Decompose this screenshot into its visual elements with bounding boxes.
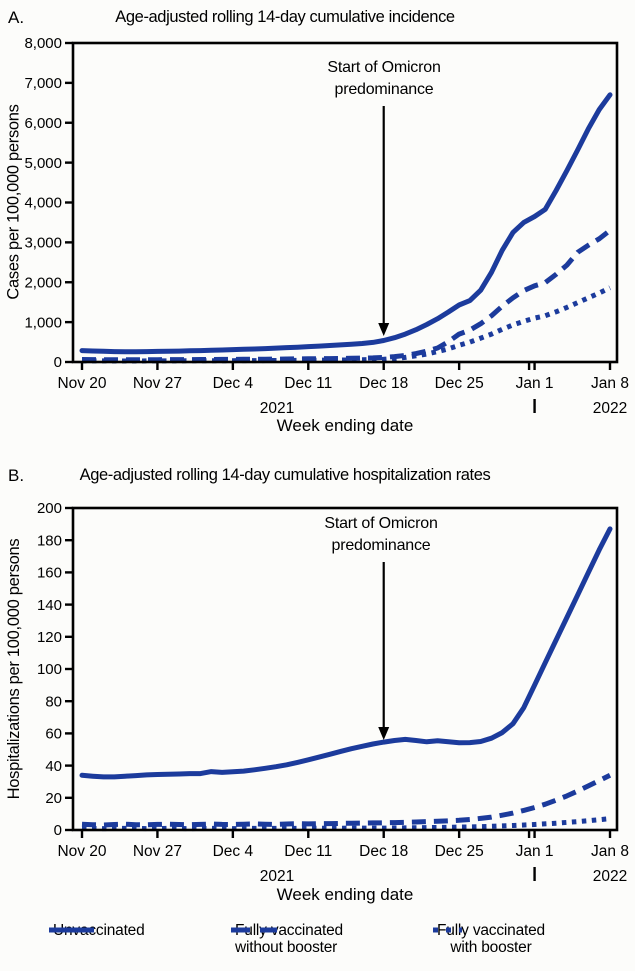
x-tick-label: Dec 11 xyxy=(284,843,332,860)
annotation-line-2: predominance xyxy=(331,537,431,554)
panel-b-letter: B. xyxy=(8,466,25,485)
y-tick-label: 0 xyxy=(54,354,62,371)
y-tick-label: 140 xyxy=(37,597,62,614)
series-unvaccinated xyxy=(79,526,613,780)
y-tick-label: 6,000 xyxy=(24,115,62,132)
legend-item-fully-vaccinated-without-booster: Fully vaccinated without booster xyxy=(230,922,343,956)
y-tick-label: 7,000 xyxy=(24,75,62,92)
y-tick-label: 180 xyxy=(37,532,62,549)
x-tick-label: Jan 8 xyxy=(591,375,629,392)
annotation-line-2: predominance xyxy=(334,81,434,98)
x-tick-label: Dec 25 xyxy=(435,375,484,392)
legend-label: Unvaccinated xyxy=(53,922,145,939)
series-fully-vaccinated-without-booster xyxy=(81,228,612,363)
panel-a-annotation: Start of Omicron predominance xyxy=(254,57,514,101)
panel-a-letter: A. xyxy=(8,8,25,27)
panel-b-y-axis-label: Hospitalizations per 100,000 persons xyxy=(5,538,23,800)
plot-frame xyxy=(71,41,619,364)
y-tick-label: 8,000 xyxy=(24,35,62,52)
panel-b-annotation: Start of Omicron predominance xyxy=(251,513,511,557)
y-tick-label: 20 xyxy=(45,790,62,807)
year-label: 2021 xyxy=(260,400,294,417)
y-tick-label: 5,000 xyxy=(24,155,62,172)
x-tick-label: Nov 27 xyxy=(133,843,182,860)
y-tick-label: 120 xyxy=(37,629,62,646)
series-fully-vaccinated-with-booster xyxy=(81,816,611,832)
x-tick-label: Dec 11 xyxy=(284,375,332,392)
panel-a-chart: 0 1,000 2,000 3,000 4,000 5,000 6,000 7,000 8,00… xyxy=(24,35,629,417)
x-tick-label: Dec 18 xyxy=(359,843,408,860)
y-tick-label: 2,000 xyxy=(24,274,62,291)
panel-a-y-axis-label: Cases per 100,000 persons xyxy=(4,104,23,300)
y-tick-label: 40 xyxy=(45,758,62,775)
y-tick-label: 60 xyxy=(45,726,62,743)
x-tick-label: Dec 25 xyxy=(435,843,484,860)
y-tick-label: 200 xyxy=(37,500,62,517)
x-tick-label: Jan 1 xyxy=(516,375,554,392)
panel-b-x-axis-label: Week ending date xyxy=(276,885,414,904)
legend-label: Fully vaccinated xyxy=(235,922,343,939)
y-tick-label: 100 xyxy=(37,661,62,678)
x-tick-label: Nov 20 xyxy=(57,375,106,392)
y-tick-label: 0 xyxy=(54,822,62,839)
annotation-line-1: Start of Omicron xyxy=(324,515,438,532)
panel-b-chart: 0 20 40 60 80 100 120 140 160 180 200 Nov 20 Nov 27 D… xyxy=(37,500,629,885)
omicron-arrow-head xyxy=(378,727,390,740)
legend-item-fully-vaccinated-with-booster: Fully vaccinated with booster xyxy=(432,922,545,956)
legend: Unvaccinated Fully vaccinated without bo… xyxy=(0,915,635,971)
x-tick-label: Dec 4 xyxy=(213,843,254,860)
panel-b-title: Age-adjusted rolling 14-day cumulative h… xyxy=(79,466,491,484)
series-unvaccinated xyxy=(79,92,613,355)
x-tick-label: Dec 18 xyxy=(359,375,408,392)
year-label: 2022 xyxy=(593,868,627,885)
annotation-line-1: Start of Omicron xyxy=(327,59,441,76)
y-tick-label: 160 xyxy=(37,565,62,582)
panel-a-title: Age-adjusted rolling 14-day cumulative i… xyxy=(115,8,455,26)
y-tick-label: 3,000 xyxy=(24,235,62,252)
legend-label: Fully vaccinated xyxy=(437,922,545,939)
x-tick-label: Dec 4 xyxy=(213,375,254,392)
y-tick-label: 4,000 xyxy=(24,195,62,212)
legend-item-unvaccinated: Unvaccinated xyxy=(48,922,145,939)
year-label: 2022 xyxy=(593,400,627,417)
x-tick-label: Nov 27 xyxy=(133,375,182,392)
y-tick-label: 80 xyxy=(45,693,62,710)
panel-a-x-axis-label: Week ending date xyxy=(276,416,414,435)
series-fully-vaccinated-without-booster xyxy=(81,773,612,828)
x-tick-label: Jan 1 xyxy=(516,843,554,860)
legend-label: without booster xyxy=(235,939,338,956)
y-tick-label: 1,000 xyxy=(24,314,62,331)
plot-frame xyxy=(71,506,619,832)
omicron-arrow-head xyxy=(378,323,390,336)
x-tick-label: Nov 20 xyxy=(57,843,106,860)
x-tick-label: Jan 8 xyxy=(591,843,629,860)
legend-label: with booster xyxy=(450,939,532,956)
year-label: 2021 xyxy=(260,868,294,885)
